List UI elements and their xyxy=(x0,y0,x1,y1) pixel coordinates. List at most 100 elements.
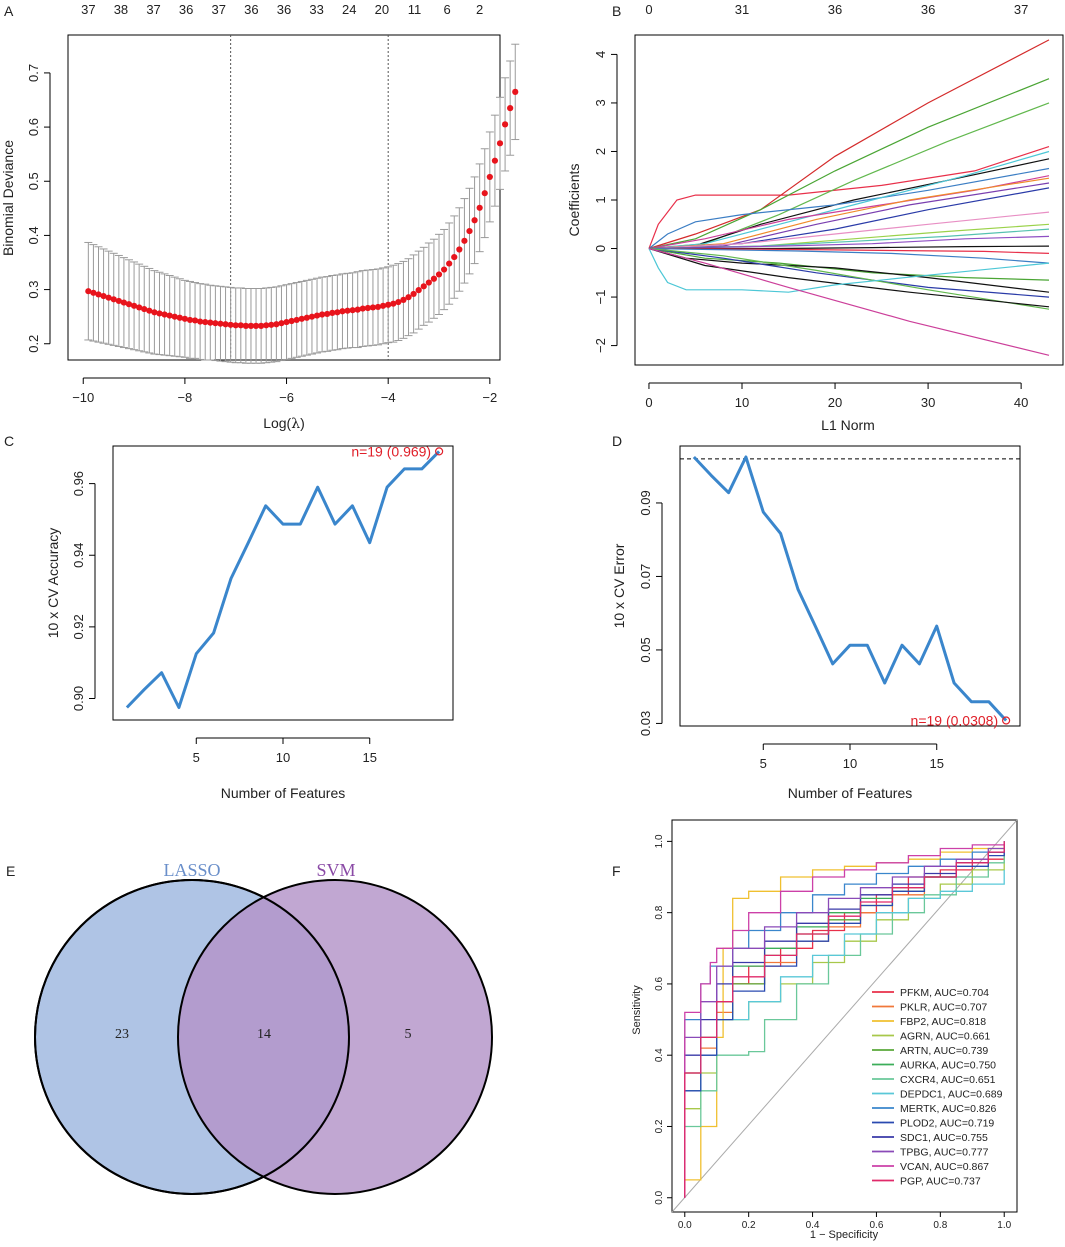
panel-a-point xyxy=(100,292,107,300)
panel-letter-d: D xyxy=(612,433,622,449)
panel-c-best-marker xyxy=(435,447,444,456)
panel-c-ylabel: 10 x CV Accuracy xyxy=(45,528,61,639)
panel-a-point xyxy=(278,320,285,327)
panel-a-point xyxy=(181,315,188,322)
panel-b-coefficient-path xyxy=(649,158,1050,250)
panel-a-point xyxy=(369,304,377,311)
panel-d-x-tick-label: 10 xyxy=(843,756,857,771)
panel-a-point xyxy=(191,317,199,324)
panel-d-x-tick-label: 5 xyxy=(760,756,767,771)
panel-a-top-count-label: 36 xyxy=(244,2,258,17)
panel-f-legend-label: SDC1, AUC=0.755 xyxy=(900,1132,988,1144)
panel-b-coefficient-path xyxy=(648,211,1050,250)
panel-a-frame xyxy=(67,34,501,361)
panel-b-coefficient-path xyxy=(648,247,1050,310)
panel-c-y-tick-label: 0.96 xyxy=(71,471,86,496)
panel-d-best-marker xyxy=(1002,716,1011,725)
panel-a-top-count-label: 33 xyxy=(309,2,323,17)
panel-f-diagonal-reference xyxy=(671,819,1018,1213)
panel-a-point xyxy=(161,311,168,318)
panel-a-point xyxy=(202,318,209,326)
panel-b-y-tick-label: 4 xyxy=(593,51,608,58)
panel-b-top-count-label: 36 xyxy=(921,2,935,17)
panel-f-x-tick-label: 0.6 xyxy=(869,1220,883,1231)
panel-a-point xyxy=(85,288,92,295)
panel-b-coefficient-path xyxy=(648,167,1050,249)
panel-f-legend-label: VCAN, AUC=0.867 xyxy=(900,1161,989,1173)
panel-a-top-count-label: 37 xyxy=(81,2,95,17)
panel-b-xlabel: L1 Norm xyxy=(821,417,875,433)
panel-c-y-tick-label: 0.90 xyxy=(71,686,86,711)
panel-b-coefficient-path xyxy=(648,247,1050,356)
panel-f-x-tick-label: 0.2 xyxy=(742,1220,756,1231)
panel-b-top-count-label: 37 xyxy=(1014,2,1028,17)
panel-a-lasso-cv: −10 −8 −6 −4 −2 0.2 0.3 0.4 0.5 0.6 0.7 37 38 37 36 37 3… xyxy=(0,2,520,432)
panel-a-y-tick-label: 0.2 xyxy=(26,335,41,353)
panel-a-point xyxy=(324,310,331,318)
panel-c-y-tick-label: 0.94 xyxy=(71,543,86,568)
panel-b-ylabel: Coefficients xyxy=(566,164,582,237)
panel-d-frame xyxy=(679,445,1021,727)
panel-a-point xyxy=(263,322,270,329)
panel-a-point xyxy=(405,294,412,301)
panel-b-y-tick-label: −1 xyxy=(593,290,608,305)
panel-a-point xyxy=(380,302,387,309)
panel-a-y-tick-label: 0.4 xyxy=(26,226,41,244)
panel-a-point xyxy=(400,296,407,303)
panel-a-point xyxy=(481,190,488,197)
panel-d-y-tick-label: 0.09 xyxy=(638,490,653,515)
panel-f-legend-label: PGP, AUC=0.737 xyxy=(900,1176,981,1188)
panel-a-point xyxy=(374,303,382,311)
panel-a-x-tick-label: −8 xyxy=(177,390,192,405)
panel-f-legend-label: PFKM, AUC=0.704 xyxy=(900,987,989,999)
panel-b-coefficient-path xyxy=(648,247,1050,254)
panel-f-y-tick-label: 0.4 xyxy=(654,1048,665,1062)
panel-a-point xyxy=(476,204,483,211)
panel-a-point xyxy=(136,304,143,311)
panel-f-legend-label: TPBG, AUC=0.777 xyxy=(900,1147,989,1159)
panel-a-point xyxy=(303,314,310,321)
panel-a-point xyxy=(451,253,458,261)
panel-b-x-tick-label: 30 xyxy=(921,395,935,410)
panel-a-top-count-label: 37 xyxy=(212,2,226,17)
panel-b-top-count-label: 36 xyxy=(828,2,842,17)
panel-a-point xyxy=(95,291,102,298)
panel-a-point xyxy=(186,316,194,324)
panel-b-x-tick-label: 0 xyxy=(645,395,652,410)
panel-a-top-count-label: 6 xyxy=(443,2,450,17)
panel-a-top-count-label: 38 xyxy=(114,2,128,17)
venn-circle-lasso-outline xyxy=(34,879,350,1195)
panel-a-point xyxy=(212,320,219,327)
panel-a-point xyxy=(501,121,509,128)
panel-a-point xyxy=(410,290,417,298)
panel-f-x-tick-label: 0.0 xyxy=(678,1220,692,1231)
panel-b-coefficient-path xyxy=(648,177,1050,250)
panel-f-y-tick-label: 0.2 xyxy=(654,1119,665,1133)
panel-a-point xyxy=(512,88,519,95)
venn-count-both: 14 xyxy=(257,1027,271,1042)
panel-a-x-tick-label: −6 xyxy=(279,390,294,405)
panel-a-point xyxy=(171,313,178,320)
panel-a-point xyxy=(293,316,300,324)
panel-a-point xyxy=(466,227,473,235)
panel-a-point xyxy=(430,275,438,282)
panel-a-point xyxy=(242,322,249,329)
panel-a-point xyxy=(359,305,366,312)
panel-b-y-tick-label: 1 xyxy=(593,196,608,203)
panel-a-point xyxy=(415,287,422,294)
panel-a-point xyxy=(425,279,432,286)
panel-a-point xyxy=(115,297,122,305)
panel-a-point xyxy=(130,302,138,309)
panel-a-point xyxy=(258,322,265,329)
panel-d-y-tick-label: 0.03 xyxy=(638,711,653,736)
panel-a-y-tick-label: 0.5 xyxy=(26,172,41,190)
panel-b-coefficient-path xyxy=(648,247,1050,298)
panel-d-best-annotation: n=19 (0.0308) xyxy=(911,712,999,728)
panel-a-point xyxy=(446,260,453,267)
panel-a-top-count-label: 2 xyxy=(476,2,483,17)
panel-f-roc-curve xyxy=(684,852,1005,1198)
panel-b-y-tick-label: −2 xyxy=(593,338,608,353)
panel-a-point xyxy=(222,321,229,328)
panel-d-ylabel: 10 x CV Error xyxy=(611,543,627,628)
